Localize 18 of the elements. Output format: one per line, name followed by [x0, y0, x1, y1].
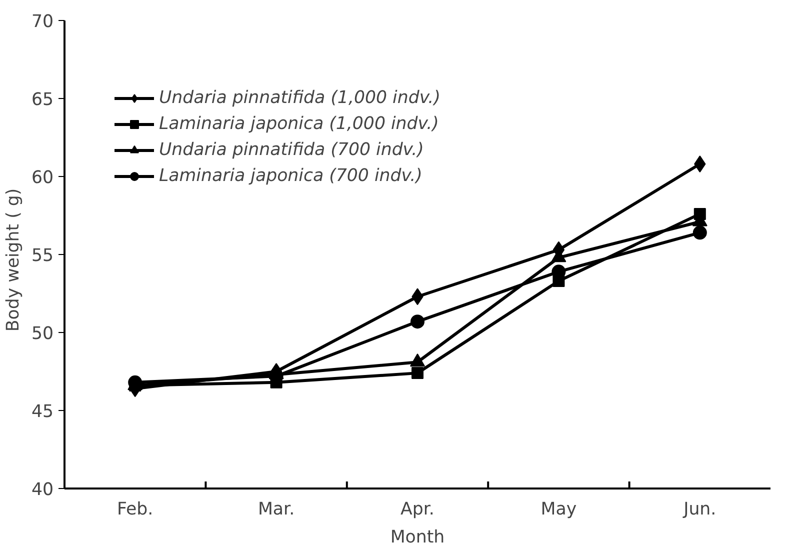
y-tick-label: 40 [31, 480, 54, 500]
legend-label: Undaria pinnatifida (1,000 indv.) [159, 87, 440, 110]
y-tick-label: 60 [31, 168, 54, 188]
x-tick-label: Feb. [117, 500, 154, 520]
legend-label: Laminaria japonica (1,000 indv.) [159, 113, 439, 136]
y-tick-label: 45 [31, 402, 54, 422]
y-tick-label: 65 [31, 90, 54, 110]
legend-label: Laminaria japonica (700 indv.) [159, 165, 422, 188]
y-tick-label: 70 [31, 12, 54, 32]
y-tick-label: 50 [31, 324, 54, 344]
x-tick-label: Jun. [682, 500, 716, 520]
legend-label: Undaria pinnatifida (700 indv.) [159, 139, 424, 162]
y-tick-label: 55 [31, 246, 54, 266]
x-tick-label: Mar. [258, 500, 295, 520]
x-tick-label: Apr. [400, 500, 434, 520]
x-axis-title: Month [390, 528, 445, 548]
x-tick-label: May [540, 500, 577, 520]
y-axis-title: Body weight ( g) [3, 188, 24, 332]
